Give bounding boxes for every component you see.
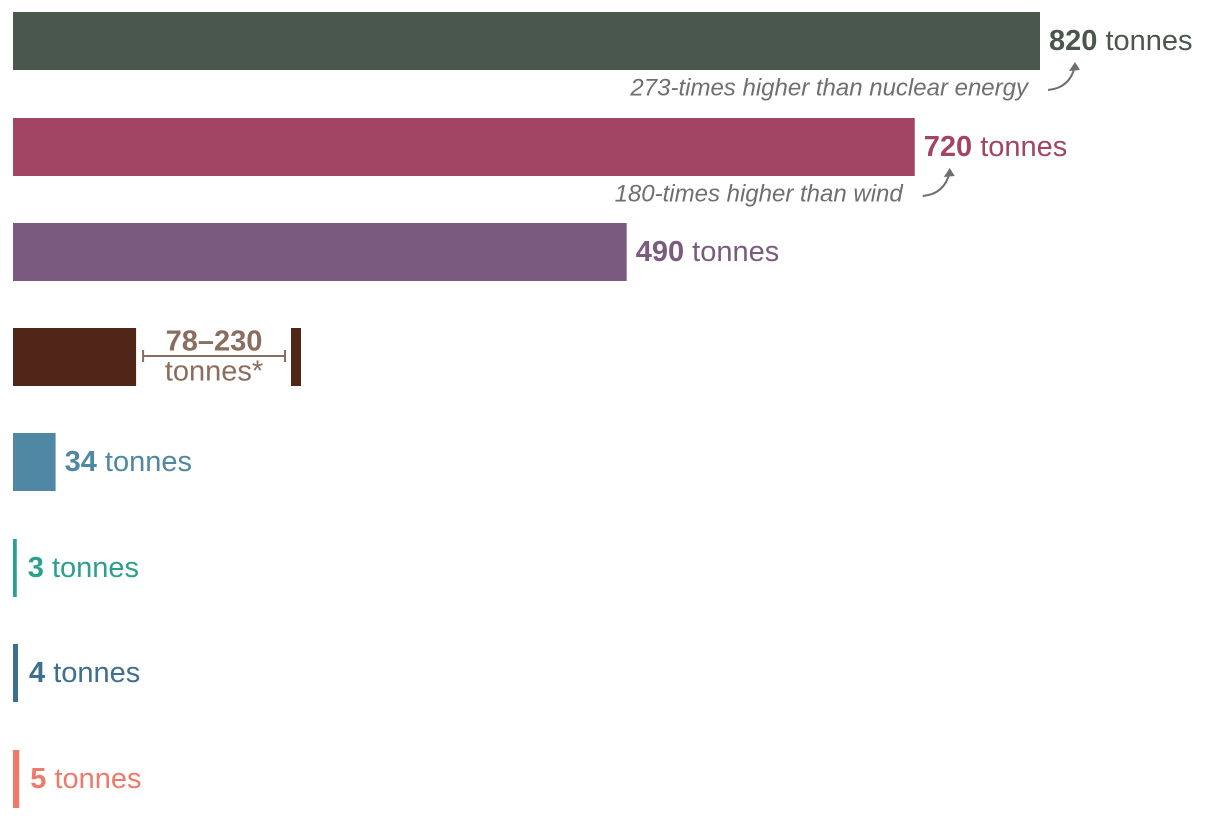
value-label-4-unit: tonnes <box>97 446 192 478</box>
annotation-1: 180-times higher than wind <box>615 180 904 207</box>
value-label-7: 5 tonnes <box>30 763 141 795</box>
value-label-1: 720 tonnes <box>924 131 1068 163</box>
bar-0 <box>13 12 1040 70</box>
value-label-2-unit: tonnes <box>684 236 779 268</box>
value-label-0-unit: tonnes <box>1097 25 1192 57</box>
bar-1 <box>13 118 915 176</box>
bar-3-max-marker <box>291 328 301 386</box>
bar-3-min <box>13 328 137 386</box>
bar-7 <box>13 750 20 808</box>
value-label-7-unit: tonnes <box>46 763 141 795</box>
value-label-4: 34 tonnes <box>65 446 192 478</box>
value-label-7-number: 5 <box>30 763 46 795</box>
value-label-6-unit: tonnes <box>45 657 140 689</box>
value-label-6: 4 tonnes <box>29 657 140 689</box>
bar-2 <box>13 223 627 281</box>
value-label-2: 490 tonnes <box>636 236 780 268</box>
value-label-0-number: 820 <box>1049 25 1097 57</box>
bar-4 <box>13 433 56 491</box>
value-label-4-number: 34 <box>65 446 97 478</box>
value-label-1-number: 720 <box>924 131 972 163</box>
value-label-3-unit: tonnes* <box>165 356 263 388</box>
value-label-5-unit: tonnes <box>44 552 139 584</box>
value-label-0: 820 tonnes <box>1049 25 1193 57</box>
bar-6 <box>13 644 19 702</box>
value-label-5: 3 tonnes <box>28 552 139 584</box>
bar-5 <box>13 539 17 597</box>
value-label-3-number: 78–230 <box>166 326 263 358</box>
value-label-1-unit: tonnes <box>972 131 1067 163</box>
annotation-0: 273-times higher than nuclear energy <box>629 74 1030 101</box>
value-label-2-number: 490 <box>636 236 684 268</box>
value-label-6-number: 4 <box>29 657 45 689</box>
annotation-arrowhead-1 <box>943 168 955 177</box>
value-label-5-number: 3 <box>28 552 44 584</box>
annotation-arrowhead-0 <box>1069 62 1080 71</box>
